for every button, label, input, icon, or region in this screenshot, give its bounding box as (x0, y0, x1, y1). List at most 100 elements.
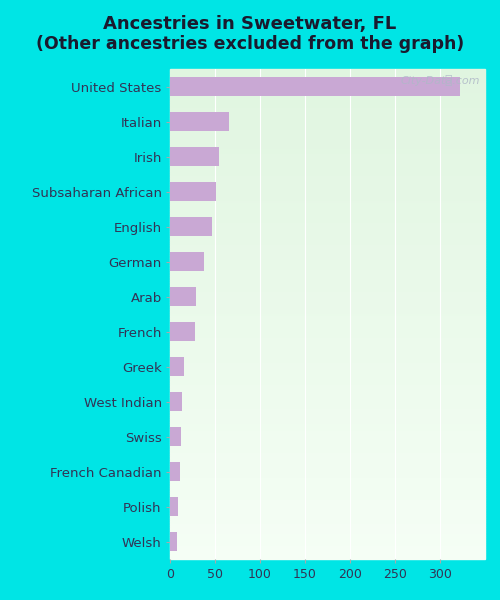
Bar (170, 358, 485, 361)
Bar (170, 253, 485, 255)
Bar (170, 101, 485, 103)
Bar (170, 442, 485, 444)
Bar (170, 145, 485, 148)
Bar (170, 121, 485, 123)
Bar (170, 527, 485, 530)
Bar (170, 496, 485, 498)
Bar (170, 532, 485, 535)
Bar (170, 236, 485, 238)
Bar (170, 135, 485, 137)
Bar (170, 344, 485, 346)
Bar (170, 407, 485, 410)
Bar (170, 427, 181, 446)
Bar (170, 510, 485, 512)
Bar (170, 324, 485, 326)
Text: ⓘ: ⓘ (444, 74, 452, 88)
Bar (170, 395, 485, 397)
Bar (170, 258, 485, 260)
Bar (170, 456, 485, 459)
Bar (170, 412, 485, 415)
Bar (170, 89, 485, 91)
Bar (170, 265, 485, 268)
Bar (170, 469, 485, 471)
Bar (170, 94, 485, 96)
Bar (170, 356, 485, 358)
Bar (170, 341, 485, 344)
Bar (170, 137, 485, 140)
Bar (170, 243, 485, 245)
Bar (170, 125, 485, 128)
Bar (170, 290, 485, 292)
Bar (170, 260, 485, 263)
Bar (170, 202, 485, 204)
Bar (170, 497, 178, 517)
Bar (170, 282, 485, 284)
Bar (170, 532, 177, 551)
Bar (170, 272, 485, 275)
Bar (170, 523, 485, 525)
Bar (170, 196, 485, 199)
Bar (170, 554, 485, 557)
Bar (170, 483, 485, 485)
Bar (170, 478, 485, 481)
Bar (170, 108, 485, 110)
Bar (170, 307, 485, 309)
Bar (170, 155, 485, 157)
Bar (170, 373, 485, 376)
Bar (170, 206, 485, 209)
Bar (170, 130, 485, 133)
Text: (Other ancestries excluded from the graph): (Other ancestries excluded from the grap… (36, 35, 464, 53)
Bar (170, 351, 485, 353)
Bar (170, 385, 485, 388)
Bar (170, 415, 485, 417)
Bar (170, 226, 485, 229)
Bar (170, 106, 485, 108)
Bar (170, 481, 485, 483)
Bar (170, 368, 485, 370)
Bar (170, 199, 485, 202)
Bar (170, 424, 485, 427)
Bar (170, 252, 204, 271)
Bar (170, 550, 485, 552)
Bar (170, 238, 485, 241)
Bar (170, 223, 485, 226)
Bar (170, 194, 485, 196)
Bar (170, 451, 485, 454)
Bar (170, 204, 485, 206)
Bar (170, 346, 485, 349)
Bar (170, 437, 485, 439)
Bar (170, 150, 485, 152)
Bar (170, 211, 485, 214)
Bar (170, 432, 485, 434)
Bar (170, 462, 180, 481)
Bar (170, 189, 485, 191)
Bar (170, 322, 195, 341)
Bar (170, 209, 485, 211)
Bar (170, 182, 485, 184)
Bar (170, 488, 485, 491)
Bar (170, 164, 485, 167)
Bar (170, 326, 485, 329)
Bar (170, 217, 212, 236)
Bar (170, 98, 485, 101)
Bar (170, 485, 485, 488)
Bar (170, 86, 485, 89)
Bar (170, 390, 485, 392)
Bar (170, 292, 485, 295)
Bar (170, 444, 485, 446)
Bar (170, 299, 485, 302)
Bar (170, 103, 485, 106)
Bar (170, 552, 485, 554)
Bar (170, 143, 485, 145)
Bar (170, 319, 485, 322)
Bar (170, 245, 485, 248)
Bar (170, 71, 485, 74)
Bar (170, 116, 485, 118)
Bar (170, 530, 485, 532)
Bar (170, 140, 485, 143)
Bar (170, 280, 485, 282)
Bar (170, 403, 485, 405)
Bar (170, 270, 485, 272)
Bar (170, 547, 485, 550)
Bar (170, 471, 485, 473)
